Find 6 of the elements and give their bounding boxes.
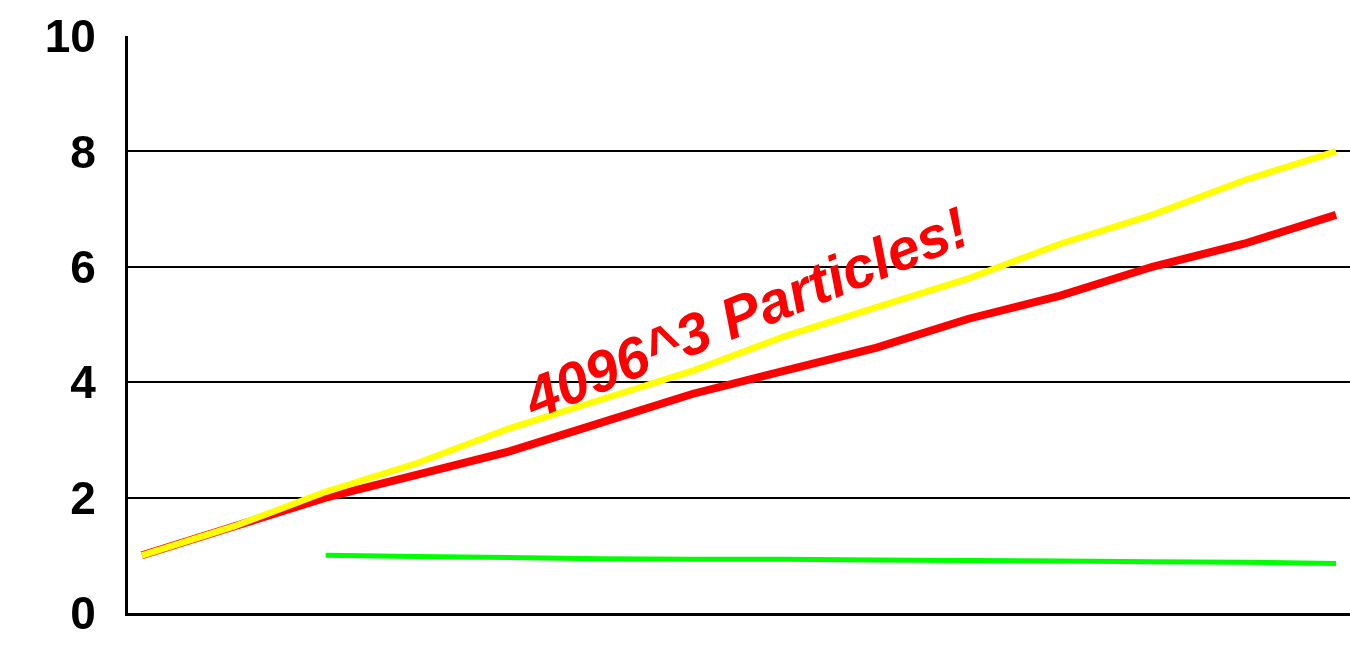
y-tick-label: 4 [70, 356, 97, 409]
y-tick-label: 2 [70, 471, 96, 524]
y-tick-label: 0 [70, 587, 96, 640]
y-tick-label: 6 [70, 240, 96, 293]
y-tick-label: 8 [70, 125, 96, 178]
y-tick-label: 10 [44, 10, 96, 63]
